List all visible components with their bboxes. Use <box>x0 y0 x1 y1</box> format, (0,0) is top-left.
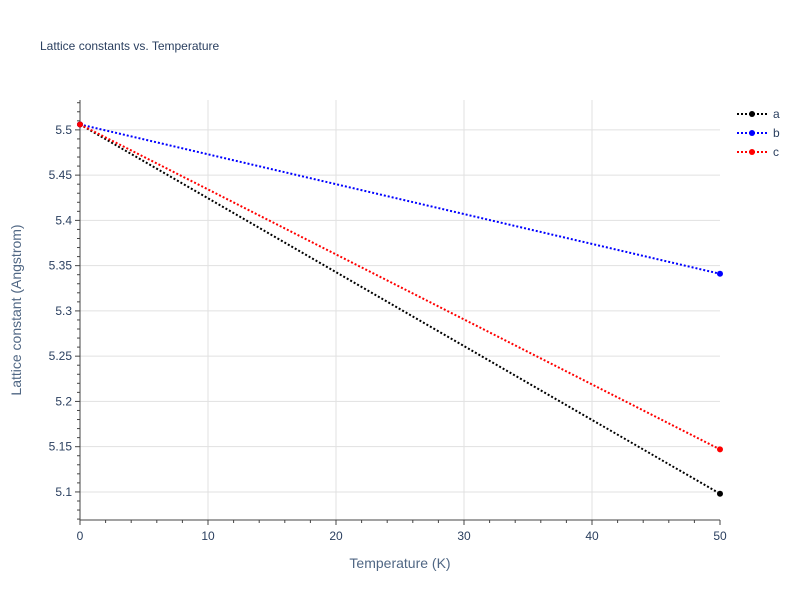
legend[interactable]: abc <box>737 107 780 159</box>
series-line-a <box>79 123 721 495</box>
data-point-a <box>717 490 723 497</box>
data-point-c <box>77 121 83 128</box>
data-point-c <box>717 446 723 453</box>
legend-item-c[interactable]: c <box>737 145 779 159</box>
series-line-c <box>79 123 721 451</box>
grid <box>80 100 720 520</box>
legend-marker-c <box>749 149 755 155</box>
y-tick-label: 5.5 <box>55 123 72 137</box>
x-tick-label: 40 <box>585 529 599 543</box>
legend-marker-b <box>749 130 755 136</box>
y-tick-label: 5.4 <box>55 213 72 227</box>
y-tick-label: 5.15 <box>49 440 73 454</box>
x-tick-label: 50 <box>713 529 727 543</box>
x-tick-label: 0 <box>77 529 84 543</box>
data-point-b <box>717 270 723 277</box>
axes: 0 10 20 30 40 50 5.1 5.15 5.2 5.25 5.3 5.35 5.4 5.45 5… <box>49 100 727 543</box>
legend-item-b[interactable]: b <box>737 126 780 140</box>
x-tick-label: 20 <box>329 529 343 543</box>
legend-label-c: c <box>773 145 779 159</box>
legend-label-a: a <box>773 107 780 121</box>
y-tick-label: 5.1 <box>55 485 72 499</box>
y-tick-label: 5.2 <box>55 394 72 408</box>
x-axis-title: Temperature (K) <box>349 555 450 571</box>
chart-title: Lattice constants vs. Temperature <box>40 39 220 53</box>
x-tick-label: 30 <box>457 529 471 543</box>
series-group <box>77 121 723 497</box>
legend-item-a[interactable]: a <box>737 107 780 121</box>
y-tick-label: 5.45 <box>49 168 73 182</box>
y-tick-label: 5.3 <box>55 304 72 318</box>
y-tick-label: 5.35 <box>49 259 73 273</box>
x-tick-label: 10 <box>201 529 215 543</box>
y-tick-label: 5.25 <box>49 349 73 363</box>
legend-marker-a <box>749 111 755 117</box>
y-axis-title: Lattice constant (Angstrom) <box>8 224 24 395</box>
series-line-b <box>79 123 721 275</box>
legend-label-b: b <box>773 126 780 140</box>
